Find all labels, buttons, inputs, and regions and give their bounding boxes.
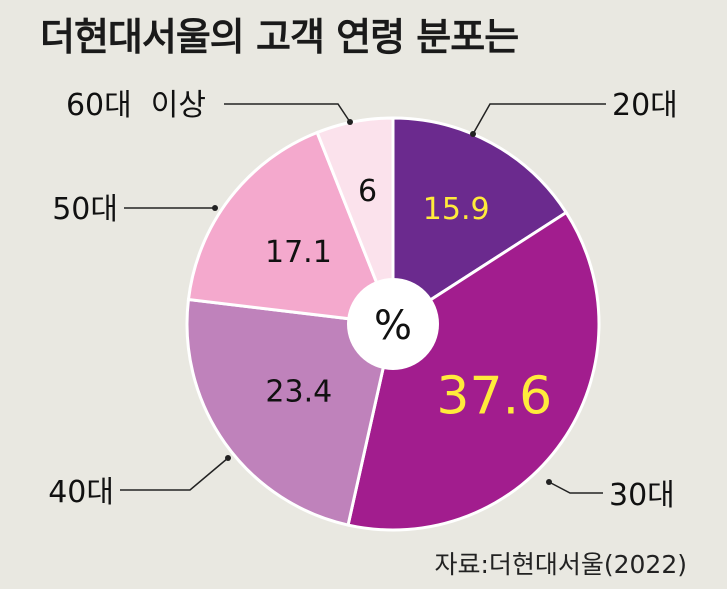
source-note: 자료:더현대서울(2022): [434, 550, 687, 579]
leader-dot: [546, 479, 552, 485]
slice-category-label: 20대: [612, 88, 678, 123]
pie-slice: [391, 116, 569, 327]
slice-value-label: 15.9: [423, 192, 490, 227]
chart-title: 더현대서울의 고객 연령 분포는: [40, 15, 519, 59]
slice-category-label: 40대: [48, 475, 114, 510]
leader-lines: [120, 103, 606, 494]
leader-dot: [347, 119, 353, 125]
slice-category-label: 60대 이상: [66, 88, 206, 123]
pie-slice: [346, 210, 601, 532]
pie-slice: [315, 116, 395, 325]
slice-value-label: 37.6: [436, 367, 552, 427]
pie-slice: [185, 297, 395, 527]
leader-dot: [212, 205, 218, 211]
leader-dot: [225, 455, 231, 461]
leader-line: [224, 103, 351, 123]
pie-slices: [185, 116, 601, 532]
leader-line: [472, 103, 606, 135]
leader-line: [548, 481, 603, 494]
slice-value-label: 6: [358, 174, 377, 209]
category-labels: 20대 30대 40대 50대 60대 이상: [48, 88, 678, 513]
center-circle: [347, 278, 439, 370]
slice-value-label: 23.4: [265, 374, 332, 409]
slice-category-label: 30대: [609, 478, 675, 513]
pie-slice: [186, 130, 396, 326]
slice-value-label: 17.1: [265, 235, 332, 270]
leader-line: [120, 457, 229, 491]
leader-dot: [470, 131, 476, 137]
slice-category-label: 50대: [52, 192, 118, 227]
value-labels: 15.9 37.6 23.4 17.1 6: [265, 174, 552, 426]
center-label: %: [374, 303, 412, 349]
